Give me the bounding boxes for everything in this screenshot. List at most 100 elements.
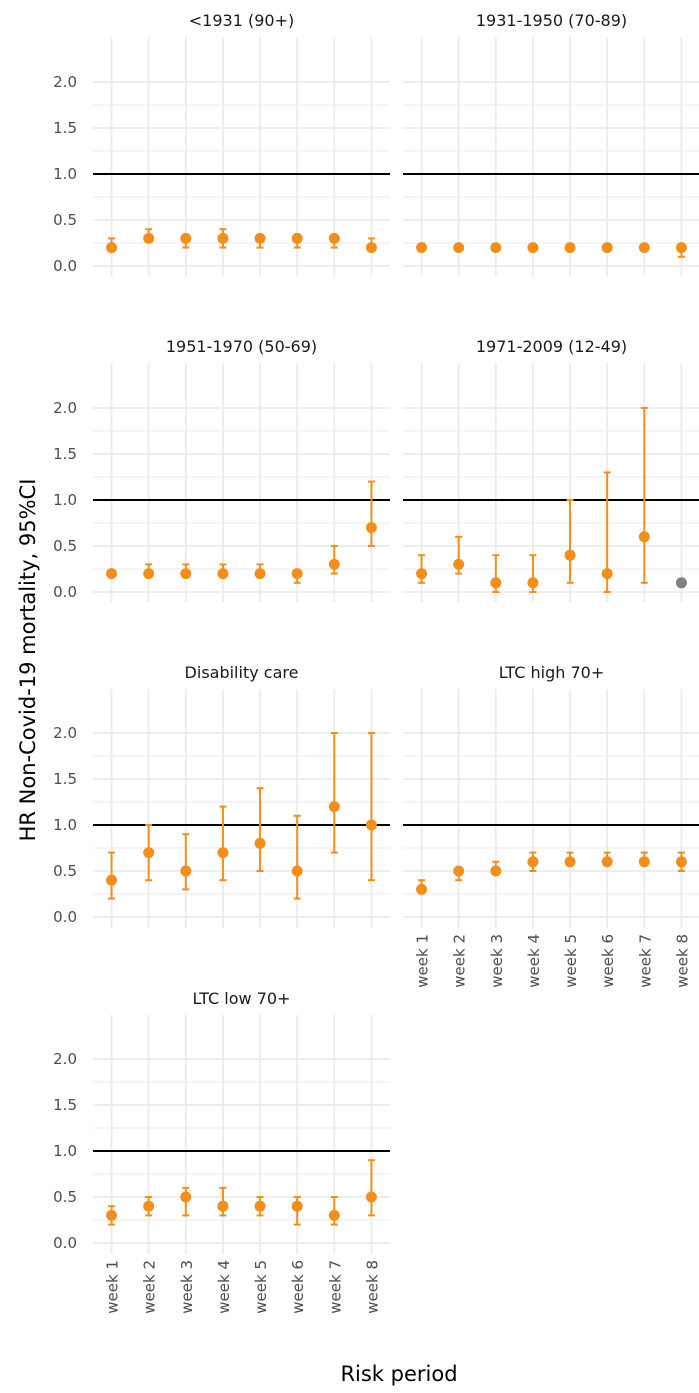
y-axis-title: HR Non-Covid-19 mortality, 95%CI	[16, 479, 40, 842]
data-point	[675, 856, 687, 868]
data-point	[291, 1200, 303, 1212]
data-point	[453, 558, 465, 570]
x-tick-label: week 7	[326, 1260, 344, 1314]
data-point	[527, 856, 539, 868]
data-point	[328, 232, 340, 244]
data-point	[638, 242, 650, 254]
data-point	[328, 801, 340, 813]
y-tick-label: 1.5	[53, 445, 77, 463]
facet-title: 1971-2009 (12-49)	[476, 337, 627, 356]
x-tick-label: week 2	[141, 1260, 159, 1314]
x-tick-label: week 6	[289, 1260, 307, 1314]
x-tick-label: week 8	[363, 1260, 381, 1314]
y-tick-label: 1.5	[53, 770, 77, 788]
panel-5: Disability care 0.0 0.5 1.0 1.5 2.0	[53, 663, 390, 928]
data-point	[490, 242, 502, 254]
data-point	[217, 568, 229, 580]
data-point	[291, 865, 303, 877]
y-tick-label: 2.0	[53, 724, 77, 742]
y-tick-label: 2.0	[53, 399, 77, 417]
data-point	[106, 1209, 118, 1221]
data-point	[143, 232, 155, 244]
data-point	[365, 522, 377, 534]
facet-title: Disability care	[185, 663, 299, 682]
y-tick-label: 0.0	[53, 1234, 77, 1252]
data-point	[527, 242, 539, 254]
data-point	[328, 1209, 340, 1221]
data-point	[180, 1191, 192, 1203]
x-tick-label: week 5	[252, 1260, 270, 1314]
data-point	[638, 531, 650, 543]
panel-7: LTC low 70+ 0.0 0.5 1.0 1.5 2.0 week 1 week 2 we…	[53, 989, 390, 1314]
data-point	[365, 819, 377, 831]
panel-1: <1931 (90+) 0.0 0.5 1.0 1.5 2.0	[53, 11, 390, 276]
data-point	[638, 856, 650, 868]
x-tick-label: week 3	[488, 934, 506, 988]
y-tick-label: 0.0	[53, 908, 77, 926]
panel-6: LTC high 70+ week 1 week 2 week 3 week 4 week…	[403, 663, 699, 988]
data-point	[106, 242, 118, 254]
data-point	[675, 242, 687, 254]
x-tick-label: week 3	[178, 1260, 196, 1314]
facet-title: 1931-1950 (70-89)	[476, 11, 627, 30]
data-point	[291, 232, 303, 244]
data-point	[180, 568, 192, 580]
y-tick-label: 0.5	[53, 862, 77, 880]
data-point	[416, 883, 428, 895]
x-tick-label: week 1	[104, 1260, 122, 1314]
x-tick-label: week 6	[599, 934, 617, 988]
data-point	[291, 568, 303, 580]
y-tick-label: 1.0	[53, 165, 77, 183]
data-point	[490, 577, 502, 589]
y-tick-label: 1.0	[53, 816, 77, 834]
x-tick-label: week 2	[451, 934, 469, 988]
y-tick-label: 1.5	[53, 1096, 77, 1114]
x-tick-label: week 4	[215, 1260, 233, 1314]
data-point	[217, 1200, 229, 1212]
y-tick-label: 1.0	[53, 1142, 77, 1160]
panel-2: 1931-1950 (70-89)	[403, 11, 699, 276]
data-point	[328, 558, 340, 570]
data-point	[217, 847, 229, 859]
y-tick-label: 0.5	[53, 211, 77, 229]
data-point	[143, 1200, 155, 1212]
data-point	[217, 232, 229, 244]
data-point	[254, 1200, 266, 1212]
y-tick-label: 2.0	[53, 73, 77, 91]
data-point	[564, 549, 576, 561]
data-point	[180, 865, 192, 877]
y-tick-label: 1.5	[53, 119, 77, 137]
panel-3: 1951-1970 (50-69) 0.0 0.5 1.0 1.5 2.0	[53, 337, 390, 602]
data-point	[564, 856, 576, 868]
facet-title: LTC low 70+	[193, 989, 291, 1008]
x-tick-label: week 1	[414, 934, 432, 988]
data-point	[254, 568, 266, 580]
y-tick-label: 1.0	[53, 491, 77, 509]
y-tick-label: 0.5	[53, 1188, 77, 1206]
data-point	[601, 568, 613, 580]
y-tick-label: 0.0	[53, 257, 77, 275]
data-point	[564, 242, 576, 254]
data-point	[365, 1191, 377, 1203]
y-tick-label: 0.0	[53, 583, 77, 601]
data-point	[365, 242, 377, 254]
data-point	[490, 865, 502, 877]
data-point	[143, 847, 155, 859]
data-point	[106, 568, 118, 580]
x-tick-label: week 5	[562, 934, 580, 988]
data-point	[416, 242, 428, 254]
data-point	[601, 242, 613, 254]
data-point	[527, 577, 539, 589]
facet-title: <1931 (90+)	[189, 11, 294, 30]
panel-4: 1971-2009 (12-49)	[403, 337, 699, 602]
data-point	[601, 856, 613, 868]
data-point	[254, 232, 266, 244]
data-point	[453, 242, 465, 254]
y-tick-label: 2.0	[53, 1050, 77, 1068]
x-axis-title: Risk period	[340, 1362, 457, 1386]
x-tick-label: week 4	[525, 934, 543, 988]
data-point	[416, 568, 428, 580]
facet-title: LTC high 70+	[499, 663, 605, 682]
data-point	[453, 865, 465, 877]
